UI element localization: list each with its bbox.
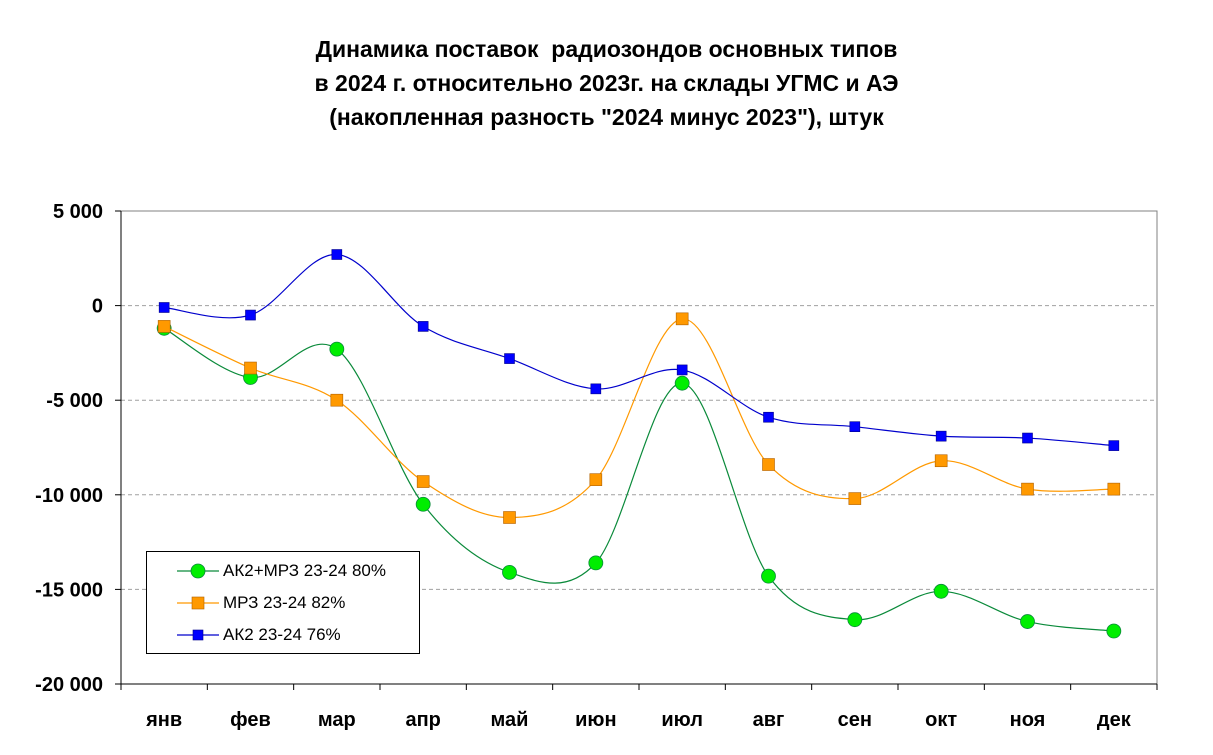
data-point <box>504 353 515 364</box>
data-point <box>502 564 517 580</box>
legend: АК2+МРЗ 23-24 80% МРЗ 23-24 82% АК2 23-2… <box>146 551 420 654</box>
data-point <box>761 568 776 584</box>
series-line <box>164 253 1114 447</box>
data-point <box>589 473 603 486</box>
y-tick-label: 0 <box>92 296 103 318</box>
x-tick-label: дек <box>1097 709 1132 731</box>
x-tick-label: фев <box>230 709 271 731</box>
data-point <box>849 421 861 432</box>
x-tick-label: окт <box>925 709 957 731</box>
data-point <box>1020 614 1035 629</box>
data-point <box>158 302 170 313</box>
data-point <box>763 411 774 423</box>
x-tick-label: сен <box>838 709 872 731</box>
data-point <box>330 393 344 407</box>
chart-title-line-3: (накопленная разность "2024 минус 2023")… <box>329 104 884 130</box>
data-point <box>935 430 947 442</box>
data-point <box>331 249 343 260</box>
chart-title-line-1: Динамика поставок радиозондов основных т… <box>315 36 898 62</box>
series-group <box>156 249 1122 639</box>
chart-title-line-2: в 2024 г. относительно 2023г. на склады … <box>314 70 899 96</box>
y-tick-label: -5 000 <box>46 390 103 412</box>
data-point <box>675 312 689 326</box>
data-point <box>329 341 345 357</box>
y-tick-label: -15 000 <box>35 579 103 601</box>
data-point <box>933 583 949 599</box>
data-point <box>590 383 602 395</box>
x-tick-label: мар <box>318 709 356 731</box>
data-point <box>674 375 690 391</box>
legend-label-0: АК2+МРЗ 23-24 80% <box>223 561 386 580</box>
data-point <box>762 458 775 471</box>
legend-label-2: АК2 23-24 76% <box>223 625 341 644</box>
data-point <box>244 361 257 375</box>
x-tick-label: июн <box>575 709 616 731</box>
y-tick-label: 5 000 <box>53 201 103 223</box>
x-tick-label: апр <box>405 709 440 731</box>
data-point <box>417 321 429 332</box>
grid-lines <box>121 305 1157 590</box>
series-2 <box>158 249 1120 451</box>
data-point <box>1022 432 1033 444</box>
data-point <box>1108 440 1120 451</box>
data-point <box>415 496 431 512</box>
x-tick-label: авг <box>753 709 785 731</box>
data-point <box>848 492 862 505</box>
x-tick-label: май <box>491 709 529 731</box>
legend-item-2: АК2 23-24 76% <box>147 623 419 647</box>
data-point <box>588 555 604 571</box>
data-point <box>676 364 688 376</box>
data-point <box>245 309 256 321</box>
data-point <box>1107 482 1121 496</box>
legend-symbol-2 <box>177 629 219 641</box>
data-point <box>934 454 948 468</box>
x-tick-label: янв <box>145 709 182 731</box>
data-point <box>503 511 516 524</box>
legend-symbol-0 <box>177 563 219 579</box>
data-point <box>416 475 430 488</box>
y-tick-label: -10 000 <box>35 485 103 507</box>
legend-label-1: МРЗ 23-24 82% <box>223 593 346 612</box>
x-axis-ticks: янв фев мар апр май июн июл авг сен окт ноя дек <box>120 684 1158 731</box>
x-tick-label: июл <box>661 709 703 731</box>
chart-title: Динамика поставок радиозондов основных т… <box>0 32 1213 134</box>
data-point <box>157 320 171 333</box>
data-point <box>847 612 863 628</box>
x-tick-label: ноя <box>1010 709 1046 731</box>
legend-symbol-1 <box>177 596 219 610</box>
data-point <box>1106 623 1122 639</box>
y-tick-label: -20 000 <box>35 674 103 696</box>
legend-item-0: АК2+МРЗ 23-24 80% <box>147 559 419 583</box>
legend-item-1: МРЗ 23-24 82% <box>147 591 419 615</box>
series-1 <box>157 312 1121 524</box>
y-axis-ticks: 5 000 0 -5 000 -10 000 -15 000 -20 000 <box>35 201 121 696</box>
data-point <box>1021 482 1034 496</box>
